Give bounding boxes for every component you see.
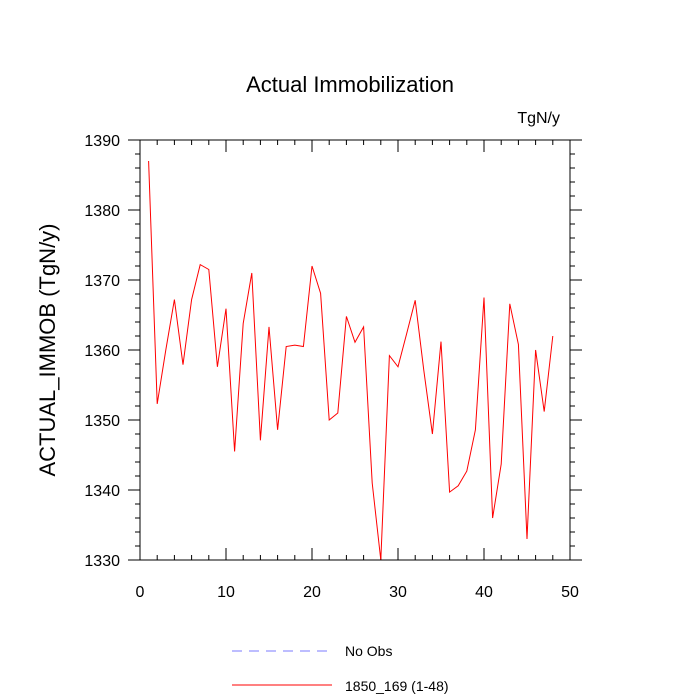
y-tick-label: 1380 — [84, 203, 120, 220]
x-tick-label: 40 — [475, 584, 493, 601]
x-tick-label: 50 — [561, 584, 579, 601]
series-line — [148, 160, 554, 561]
y-tick-label: 1370 — [84, 273, 120, 290]
y-tick-label: 1350 — [84, 413, 120, 430]
x-tick-label: 20 — [303, 584, 321, 601]
y-tick-label: 1390 — [84, 133, 120, 150]
x-tick-label: 0 — [136, 584, 145, 601]
units-label: TgN/y — [517, 110, 560, 127]
major-ticks — [128, 139, 582, 561]
plot-frame — [139, 139, 571, 561]
series-layer — [148, 160, 554, 561]
x-tick-label: 10 — [217, 584, 235, 601]
chart-title: Actual Immobilization — [246, 72, 454, 97]
x-tick-label: 30 — [389, 584, 407, 601]
legend-label-no-obs: No Obs — [345, 643, 392, 659]
y-tick-labels: 1330 1340 1350 1360 1370 1380 1390 — [84, 133, 120, 570]
y-axis-label: ACTUAL_IMMOB (TgN/y) — [35, 223, 60, 476]
y-tick-label: 1330 — [84, 553, 120, 570]
y-tick-label: 1340 — [84, 483, 120, 500]
x-tick-labels: 0 10 20 30 40 50 — [136, 584, 579, 601]
legend-label-series: 1850_169 (1-48) — [345, 678, 449, 694]
minor-ticks — [135, 140, 575, 560]
y-tick-label: 1360 — [84, 343, 120, 360]
legend: No Obs 1850_169 (1-48) — [232, 643, 449, 694]
